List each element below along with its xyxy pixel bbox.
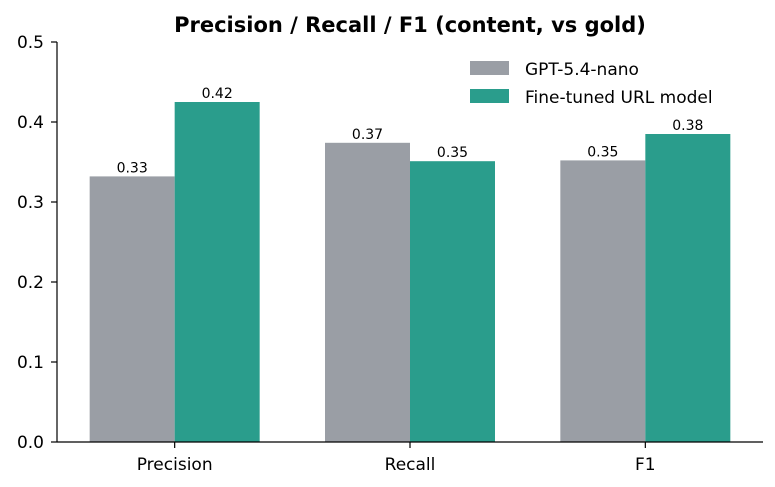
y-tick-label: 0.5 [17,33,44,53]
bar-gpt-5-4-nano-precision [89,176,175,442]
x-tick-label: Recall [385,455,436,475]
bar-fine-tuned-url-model-precision [174,102,260,442]
bar-gpt-5-4-nano-recall [325,142,410,443]
data-label: 0.35 [437,145,468,161]
legend-label: Fine-tuned URL model [525,88,713,108]
data-label: 0.42 [202,86,233,102]
legend-swatch [470,89,509,103]
bars-group: 0.33 0.37 0.35 0.42 0.35 0.38 [89,86,731,443]
x-tick-label: Precision [137,455,213,475]
y-tick-label: 0.3 [17,193,44,213]
legend-label: GPT-5.4-nano [525,60,639,80]
y-tick-label: 0.2 [17,273,44,293]
y-tick-label: 0.0 [17,433,44,453]
chart-title: Precision / Recall / F1 (content, vs gol… [174,13,646,37]
data-label: 0.33 [117,160,148,176]
legend: GPT-5.4-nano Fine-tuned URL model [470,60,713,108]
legend-swatch [470,61,509,75]
bar-fine-tuned-url-model-f1 [645,134,731,442]
bar-fine-tuned-url-model-recall [410,161,495,442]
data-label: 0.35 [587,144,618,160]
data-label: 0.37 [352,127,383,143]
y-tick-label: 0.4 [17,113,44,133]
bar-gpt-5-4-nano-f1 [560,160,646,442]
x-tick-label: F1 [635,455,656,475]
data-label: 0.38 [672,118,703,134]
y-axis: 0.0 0.1 0.2 0.3 0.4 0.5 [17,33,58,453]
x-axis: Precision Recall F1 [57,441,763,475]
y-tick-label: 0.1 [17,353,44,373]
